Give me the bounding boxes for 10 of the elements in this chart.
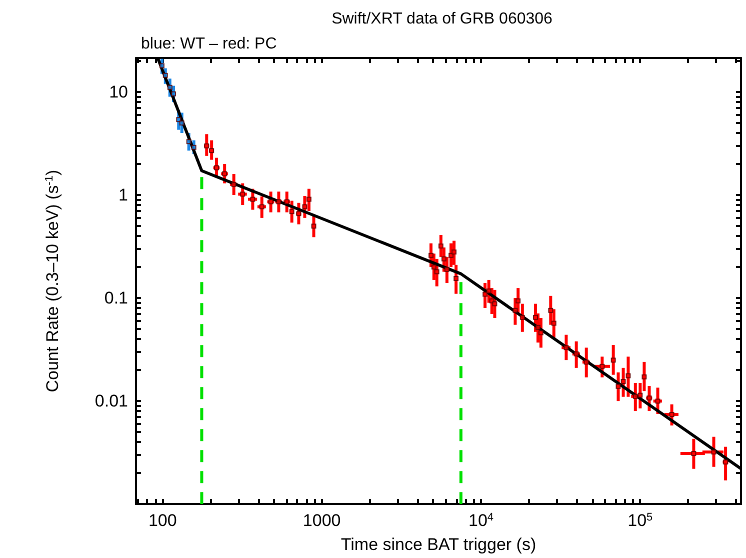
x-tick-label: 1000 <box>302 511 341 530</box>
chart-subtitle: blue: WT – red: PC <box>141 36 277 52</box>
y-axis-title: Count Rate (0.3–10 keV) (s-1) <box>43 170 62 392</box>
y-tick-label: 0.1 <box>104 288 128 308</box>
x-tick-label: 100 <box>148 511 177 530</box>
y-tick-label: 0.01 <box>94 392 128 411</box>
y-tick-label: 1 <box>118 186 128 205</box>
chart-title: Swift/XRT data of GRB 060306 <box>332 10 553 28</box>
y-tick-label: 10 <box>109 82 128 102</box>
x-axis-title: Time since BAT trigger (s) <box>340 535 536 554</box>
